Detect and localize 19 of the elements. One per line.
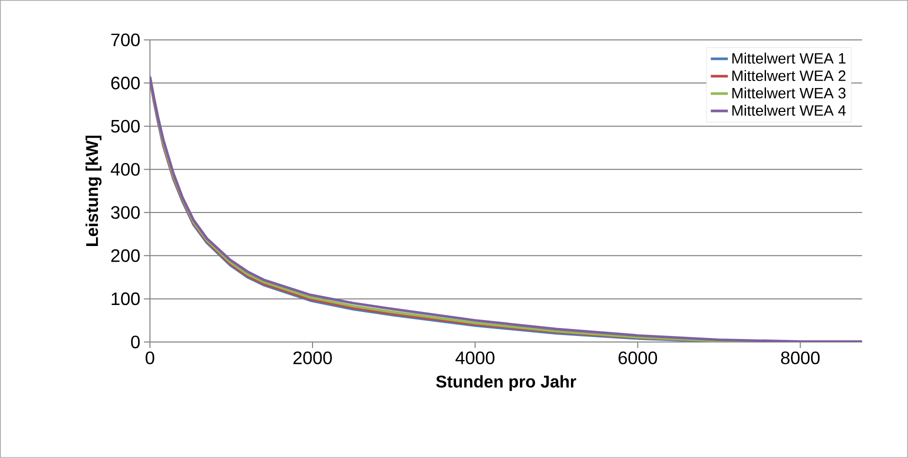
y-tick-label: 0 [131,336,140,348]
y-axis-title: Leistung [kW] [86,136,102,246]
legend-label: Mittelwert WEA 1 [732,52,846,64]
y-tick-label: 300 [111,206,140,219]
legend-label: Mittelwert WEA 2 [732,70,846,82]
y-tick-label: 100 [112,292,140,306]
x-tick-label: 6000 [618,352,658,364]
y-tick-label: 400 [110,163,140,176]
x-tick-label: 2000 [293,352,332,364]
x-axis-title: Stunden pro Jahr [436,375,576,392]
y-tick-label: 500 [111,120,140,133]
legend-label: Mittelwert WEA 3 [732,87,846,98]
x-tick-label: 8000 [781,352,820,364]
x-tick-label: 0 [146,352,154,364]
legend-label: Mittelwert WEA 4 [732,104,846,116]
x-tick-label: 4000 [456,352,494,364]
y-tick-label: 600 [111,76,140,90]
y-tick-label: 700 [111,34,140,46]
y-tick-label: 200 [111,249,140,262]
